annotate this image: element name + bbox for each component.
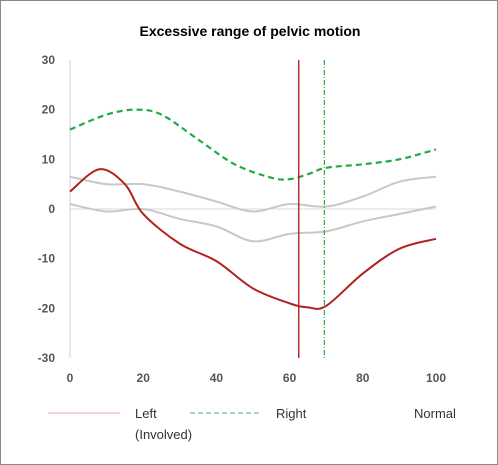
x-tick-label: 20	[137, 371, 151, 385]
legend-label: Left	[135, 406, 157, 421]
normal-series-line	[69, 175, 437, 213]
x-tick-label: 100	[426, 371, 446, 385]
y-tick-label: 30	[42, 53, 56, 67]
legend-label: Right	[276, 406, 307, 421]
y-tick-label: 0	[48, 202, 55, 216]
chart-series	[69, 60, 437, 358]
y-tick-label: 10	[42, 152, 56, 166]
x-tick-label: 60	[283, 371, 297, 385]
y-tick-label: 20	[42, 103, 56, 117]
chart-legend: Left (Involved) Right Normal	[48, 406, 456, 442]
left-series-line	[69, 168, 437, 310]
y-tick-label: -20	[38, 301, 56, 315]
chart-title: Excessive range of pelvic motion	[140, 23, 361, 39]
right-series-line	[69, 108, 437, 181]
x-tick-label: 40	[210, 371, 224, 385]
y-tick-label: -10	[38, 252, 56, 266]
x-tick-label: 80	[356, 371, 370, 385]
legend-label-line2: (Involved)	[135, 427, 192, 442]
x-tick-label: 0	[67, 371, 74, 385]
y-tick-label: -30	[38, 351, 56, 365]
normal-series-line	[69, 203, 437, 243]
legend-label: Normal	[414, 406, 456, 421]
